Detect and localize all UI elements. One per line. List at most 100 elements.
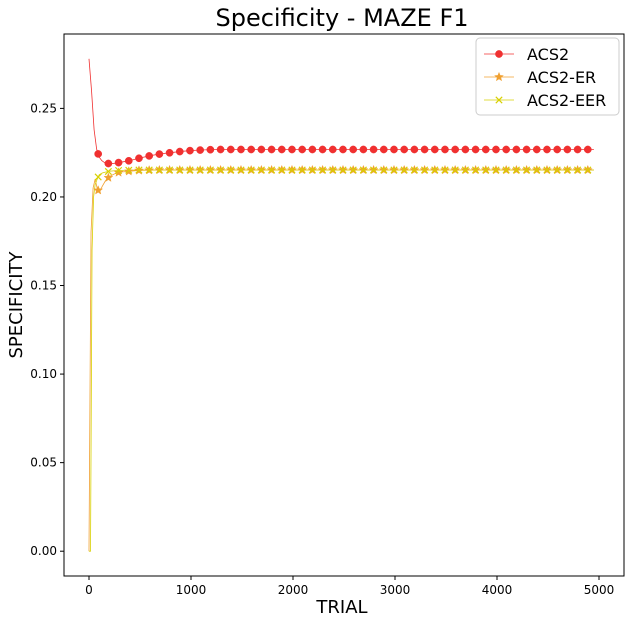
series-point-acs2: [400, 145, 409, 154]
series-point-acs2: [288, 145, 296, 154]
series-point-acs2-eer: [400, 166, 408, 174]
series-point-acs2: [573, 145, 582, 154]
legend-marker: [494, 71, 504, 82]
legend-marker: [495, 50, 503, 58]
series-point-acs2-eer: [288, 166, 296, 174]
series-point-acs2-eer: [573, 166, 582, 174]
series-point-acs2-er: [103, 172, 114, 182]
series-point-acs2-eer: [329, 166, 337, 174]
series-point-acs2-eer: [522, 166, 531, 174]
series-point-acs2-eer: [482, 166, 490, 174]
series-point-acs2-eer: [390, 166, 398, 174]
series-point-acs2-eer: [543, 166, 551, 174]
series-point-acs2-eer: [114, 166, 123, 175]
x-tick-label: 2000: [278, 583, 309, 597]
legend-marker: [495, 96, 503, 104]
series-point-acs2-eer: [410, 166, 419, 174]
series-point-acs2: [390, 145, 398, 154]
series-point-acs2-eer: [349, 166, 357, 174]
series-point-acs2: [328, 145, 337, 154]
series-markers: [93, 145, 593, 195]
legend-item: ACS2-ER: [484, 68, 596, 87]
series-point-acs2: [471, 145, 480, 154]
series-point-acs2: [145, 152, 154, 160]
y-tick-label: 0.05: [30, 456, 57, 470]
series-point-acs2-eer: [431, 166, 439, 174]
y-tick-label: 0.15: [30, 279, 57, 293]
series-point-acs2-eer: [94, 173, 102, 181]
x-tick-label: 4000: [482, 583, 513, 597]
series-point-acs2: [257, 145, 266, 154]
y-tick-label: 0.10: [30, 367, 57, 381]
series-point-acs2-er: [113, 167, 124, 177]
series-point-acs2: [216, 145, 225, 154]
series-point-acs2: [532, 145, 541, 154]
series-point-acs2-eer: [247, 166, 255, 174]
series-point-acs2: [267, 145, 276, 154]
series-point-acs2: [186, 146, 194, 155]
chart-title: Specificity - MAZE F1: [215, 4, 468, 32]
series-point-acs2: [237, 145, 245, 154]
series-point-acs2: [349, 145, 358, 154]
series-point-acs2: [359, 145, 368, 154]
series-point-acs2: [226, 145, 235, 154]
series-point-acs2-eer: [339, 166, 347, 174]
series-point-acs2-eer: [471, 166, 480, 174]
series-point-acs2-eer: [492, 166, 500, 174]
series-point-acs2-eer: [267, 166, 276, 174]
series-point-acs2-eer: [441, 166, 449, 174]
series-point-acs2: [94, 150, 103, 158]
series-point-acs2-eer: [257, 166, 266, 174]
series-point-acs2: [308, 145, 317, 154]
series-point-acs2-eer: [502, 166, 510, 174]
series-point-acs2-eer: [104, 167, 112, 176]
series-point-acs2-eer: [186, 166, 194, 174]
series-point-acs2-eer: [145, 166, 153, 174]
legend-label: ACS2-EER: [527, 91, 606, 110]
series-point-acs2: [247, 145, 256, 154]
series-point-acs2: [553, 145, 562, 154]
series-point-acs2: [522, 145, 531, 154]
series-point-acs2-eer: [461, 166, 470, 174]
legend: ACS2 ACS2-ER ACS2-EER: [475, 37, 620, 116]
series-point-acs2: [420, 145, 429, 154]
series-point-acs2-eer: [584, 166, 592, 174]
series-point-acs2-eer: [135, 166, 143, 174]
series-point-acs2: [104, 159, 113, 168]
y-axis: 0.00 0.05 0.10 0.15 0.20 0.25: [30, 101, 64, 558]
series-point-acs2-eer: [359, 166, 368, 174]
series-point-acs2: [410, 145, 419, 154]
plot-area: [63, 33, 625, 577]
series-point-acs2: [451, 145, 460, 154]
series-point-acs2-er: [93, 185, 104, 195]
series-point-acs2: [502, 145, 511, 154]
x-tick-label: 5000: [584, 583, 615, 597]
series-line-acs2-eer: [88, 169, 594, 552]
series-point-acs2: [543, 145, 551, 154]
series-point-acs2-eer: [125, 166, 133, 174]
series-point-acs2: [339, 145, 347, 154]
legend-label: ACS2: [527, 45, 569, 64]
series-point-acs2-eer: [216, 166, 225, 174]
series-point-acs2-eer: [155, 166, 163, 174]
legend-box: [475, 37, 620, 116]
x-tick-label: 1000: [176, 583, 207, 597]
series-point-acs2-eer: [206, 166, 214, 174]
series-point-acs2: [512, 145, 521, 154]
legend-label: ACS2-ER: [527, 68, 596, 87]
series-point-acs2-eer: [512, 166, 521, 174]
plot-frame: [63, 33, 625, 577]
x-tick-label: 3000: [380, 583, 411, 597]
series-point-acs2: [430, 145, 439, 154]
series-point-acs2: [298, 145, 307, 154]
series-point-acs2-eer: [318, 166, 327, 174]
series-point-acs2-eer: [380, 166, 388, 174]
series-point-acs2: [155, 150, 164, 158]
series-point-acs2-eer: [298, 166, 306, 174]
series-point-acs2: [196, 146, 205, 154]
y-tick-label: 0.20: [30, 190, 57, 204]
series-point-acs2: [277, 145, 286, 154]
series-point-acs2: [124, 156, 133, 165]
series-point-acs2-eer: [563, 166, 572, 174]
